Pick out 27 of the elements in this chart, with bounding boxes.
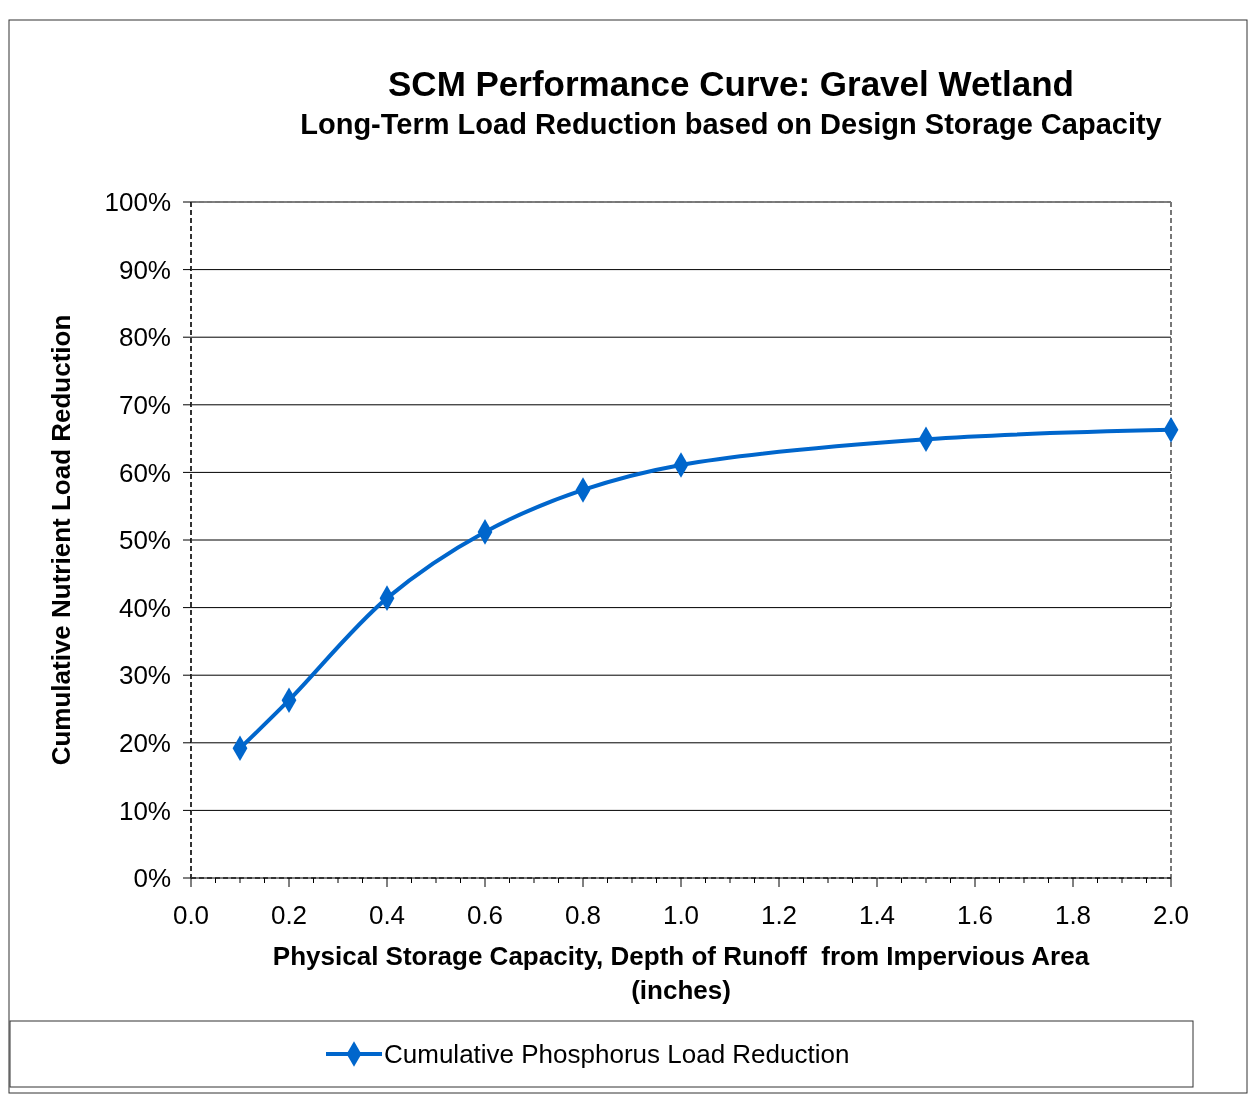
y-tick-label: 20% [118, 727, 171, 758]
y-tick-label: 80% [118, 322, 171, 353]
x-tick-label: 2.0 [1152, 900, 1190, 930]
x-tick-label: 1.0 [662, 900, 700, 930]
y-tick-label: 40% [118, 592, 171, 623]
x-tick-label: 0.8 [564, 900, 602, 930]
legend-label: Cumulative Phosphorus Load Reduction [384, 1039, 850, 1070]
y-tick-label: 90% [118, 254, 171, 285]
x-axis-title: Physical Storage Capacity, Depth of Runoff from Impervious Area (inches) [272, 941, 1090, 1005]
x-tick-label: 0.2 [270, 900, 308, 930]
x-tick-label: 1.2 [760, 900, 798, 930]
chart-title: SCM Performance Curve: Gravel Wetland [388, 64, 1074, 103]
y-tick-label: 100% [104, 187, 171, 218]
x-tick-label: 1.8 [1054, 900, 1092, 930]
y-tick-label: 60% [118, 457, 171, 488]
y-tick-label: 70% [118, 389, 171, 420]
y-axis-title: Cumulative Nutrient Load Reduction [46, 314, 76, 766]
x-tick-label: 0.6 [466, 900, 504, 930]
chart-subtitle: Long-Term Load Reduction based on Design Storage Capacity [300, 108, 1162, 140]
x-tick-label: 0.0 [172, 900, 210, 930]
y-tick-label: 10% [118, 795, 171, 826]
y-tick-label: 0% [133, 863, 171, 894]
x-tick-label: 0.4 [368, 900, 406, 930]
x-tick-label: 1.4 [858, 900, 896, 930]
y-tick-label: 30% [118, 660, 171, 691]
y-tick-label: 50% [118, 525, 171, 556]
x-tick-label: 1.6 [956, 900, 994, 930]
